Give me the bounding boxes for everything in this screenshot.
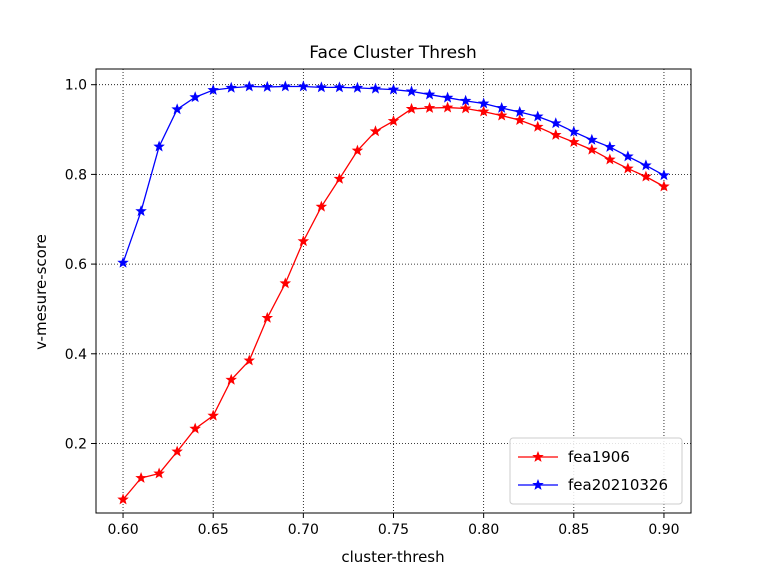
- plot-area-frame: [95, 68, 692, 514]
- data-point: [207, 84, 219, 95]
- x-tick-label: 0.85: [558, 522, 589, 538]
- data-point: [297, 235, 310, 247]
- legend-item: fea1906: [518, 448, 630, 466]
- data-point: [351, 81, 364, 93]
- y-tick-label: 0.8: [65, 167, 87, 183]
- data-point: [441, 101, 454, 113]
- data-point: [622, 162, 634, 174]
- data-point: [622, 150, 634, 162]
- data-point: [153, 140, 165, 152]
- legend-marker: [532, 478, 544, 490]
- data-point: [495, 109, 508, 121]
- series-fea20210326: [117, 80, 670, 268]
- data-point: [531, 110, 544, 122]
- data-point: [441, 91, 454, 103]
- data-point: [604, 140, 616, 152]
- y-tick-label: 0.6: [65, 257, 87, 273]
- series-fea1906: [117, 101, 670, 505]
- legend-box: [509, 437, 683, 505]
- data-point: [189, 91, 201, 103]
- data-point: [297, 80, 310, 92]
- x-tick-label: 0.60: [107, 522, 138, 538]
- data-point: [568, 125, 580, 137]
- x-tick-label: 0.90: [648, 522, 679, 538]
- data-point: [405, 85, 418, 97]
- data-point: [333, 172, 346, 184]
- data-point: [315, 200, 328, 212]
- legend-marker: [532, 450, 544, 462]
- data-point: [261, 80, 274, 92]
- data-point: [369, 82, 382, 94]
- data-point: [207, 409, 219, 421]
- data-point: [640, 170, 652, 182]
- legend: fea1906 fea20210326: [509, 437, 683, 505]
- data-point: [225, 81, 237, 93]
- data-point: [550, 117, 562, 129]
- data-point: [586, 133, 598, 145]
- data-point: [640, 159, 652, 171]
- data-point: [279, 80, 292, 92]
- data-point: [117, 256, 129, 268]
- data-point: [495, 101, 508, 113]
- axis-ticks: 0.60 0.65 0.70 0.75 0.80 0.85 0.90 0.2 0.4 0.6 0.8…: [65, 78, 680, 538]
- data-point: [117, 493, 129, 505]
- data-point: [351, 144, 364, 156]
- data-point: [513, 114, 526, 126]
- data-point: [423, 88, 436, 100]
- series-group: [117, 80, 670, 505]
- legend-label: fea1906: [568, 448, 630, 466]
- y-tick-label: 1.0: [65, 78, 87, 94]
- data-point: [387, 114, 400, 126]
- legend-item: fea20210326: [518, 476, 668, 494]
- legend-label: fea20210326: [568, 476, 668, 494]
- data-point: [135, 205, 147, 217]
- y-axis-label: v-mesure-score: [32, 234, 50, 350]
- data-point: [387, 83, 400, 95]
- data-point: [658, 169, 670, 181]
- data-point: [315, 81, 328, 93]
- x-axis-label: cluster-thresh: [341, 548, 444, 566]
- x-tick-label: 0.65: [198, 522, 229, 538]
- x-tick-label: 0.80: [468, 522, 499, 538]
- data-point: [658, 180, 670, 192]
- data-point: [459, 102, 472, 114]
- data-point: [279, 277, 292, 289]
- x-tick-label: 0.70: [288, 522, 319, 538]
- data-point: [369, 125, 382, 137]
- x-tick-label: 0.75: [378, 522, 409, 538]
- data-point: [568, 136, 580, 147]
- data-point: [477, 105, 490, 117]
- data-point: [604, 153, 616, 165]
- y-tick-label: 0.4: [65, 347, 87, 363]
- data-point: [189, 422, 201, 434]
- data-point: [225, 373, 237, 385]
- data-point: [550, 128, 562, 140]
- data-point: [513, 106, 526, 117]
- data-point: [171, 103, 183, 115]
- data-point: [586, 143, 598, 155]
- y-tick-label: 0.2: [65, 436, 87, 452]
- data-point: [477, 97, 490, 109]
- data-point: [405, 102, 418, 114]
- data-point: [459, 94, 472, 106]
- data-point: [153, 467, 165, 479]
- data-point: [135, 471, 147, 483]
- data-point: [171, 445, 183, 457]
- data-point: [333, 81, 346, 93]
- data-point: [243, 80, 256, 92]
- data-point: [531, 120, 544, 132]
- data-point: [423, 101, 436, 113]
- chart-title: Face Cluster Thresh: [309, 43, 476, 63]
- data-point: [243, 354, 256, 366]
- data-point: [261, 311, 274, 323]
